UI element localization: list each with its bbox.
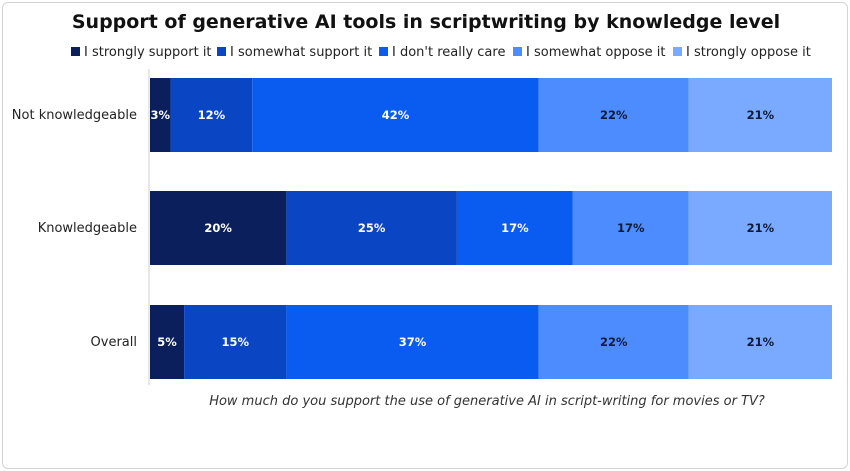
x-axis-caption: How much do you support the use of gener… bbox=[209, 394, 765, 409]
bar-value-label: 22% bbox=[600, 335, 628, 349]
bar-value-label: 15% bbox=[221, 335, 249, 349]
bar-value-label: 17% bbox=[617, 221, 645, 235]
legend-swatch bbox=[673, 47, 682, 56]
legend-item: I somewhat oppose it bbox=[513, 45, 665, 60]
legend-label: I strongly support it bbox=[84, 45, 212, 60]
bar-value-label: 12% bbox=[198, 108, 226, 122]
bar-segment bbox=[456, 191, 573, 265]
legend-item: I somewhat support it bbox=[217, 45, 372, 60]
bar-segment bbox=[286, 305, 539, 379]
bar-value-label: 37% bbox=[399, 335, 427, 349]
chart-title: Support of generative AI tools in script… bbox=[72, 11, 780, 33]
bar-value-label: 25% bbox=[358, 221, 386, 235]
bars: 3% 12% 42% 22% 21% 20% 25% 17% 17% 21% 5% 15% 37% 22%… bbox=[150, 78, 832, 379]
legend-swatch bbox=[379, 47, 388, 56]
bar-segment bbox=[184, 305, 287, 379]
legend-label: I somewhat oppose it bbox=[526, 45, 665, 60]
bar-segment bbox=[286, 191, 457, 265]
category-label: Knowledgeable bbox=[38, 221, 137, 236]
category-labels: Not knowledgeable Knowledgeable Overall bbox=[12, 108, 137, 350]
legend-label: I somewhat support it bbox=[230, 45, 372, 60]
bar-segment bbox=[538, 305, 689, 379]
bar-segment bbox=[688, 191, 832, 265]
bar-value-label: 20% bbox=[204, 221, 232, 235]
category-label: Not knowledgeable bbox=[12, 108, 137, 123]
bar-value-label: 5% bbox=[157, 335, 177, 349]
bar-value-label: 17% bbox=[501, 221, 529, 235]
legend-item: I don't really care bbox=[379, 45, 505, 60]
legend-item: I strongly oppose it bbox=[673, 45, 811, 60]
bar-value-label: 21% bbox=[747, 108, 775, 122]
bar-value-label: 42% bbox=[382, 108, 410, 122]
bar-segment bbox=[688, 78, 832, 152]
legend-swatch bbox=[217, 47, 226, 56]
bar-segment bbox=[150, 78, 171, 152]
chart-canvas: Support of generative AI tools in script… bbox=[12, 11, 832, 409]
bar-value-label: 21% bbox=[747, 335, 775, 349]
bar-segment bbox=[688, 305, 832, 379]
legend-label: I strongly oppose it bbox=[686, 45, 811, 60]
legend-item: I strongly support it bbox=[71, 45, 212, 60]
legend: I strongly support it I somewhat support … bbox=[71, 45, 811, 60]
bar-value-label: 22% bbox=[600, 108, 628, 122]
bar-segment bbox=[572, 191, 689, 265]
legend-swatch bbox=[71, 47, 80, 56]
bar-segment bbox=[538, 78, 689, 152]
bar-segment bbox=[170, 78, 253, 152]
category-label: Overall bbox=[91, 335, 137, 350]
legend-label: I don't really care bbox=[392, 45, 505, 60]
bar-segment bbox=[150, 191, 287, 265]
bar-value-label: 3% bbox=[150, 108, 170, 122]
bar-value-label: 21% bbox=[747, 221, 775, 235]
legend-swatch bbox=[513, 47, 522, 56]
bar-segment bbox=[150, 305, 185, 379]
bar-segment bbox=[252, 78, 539, 152]
